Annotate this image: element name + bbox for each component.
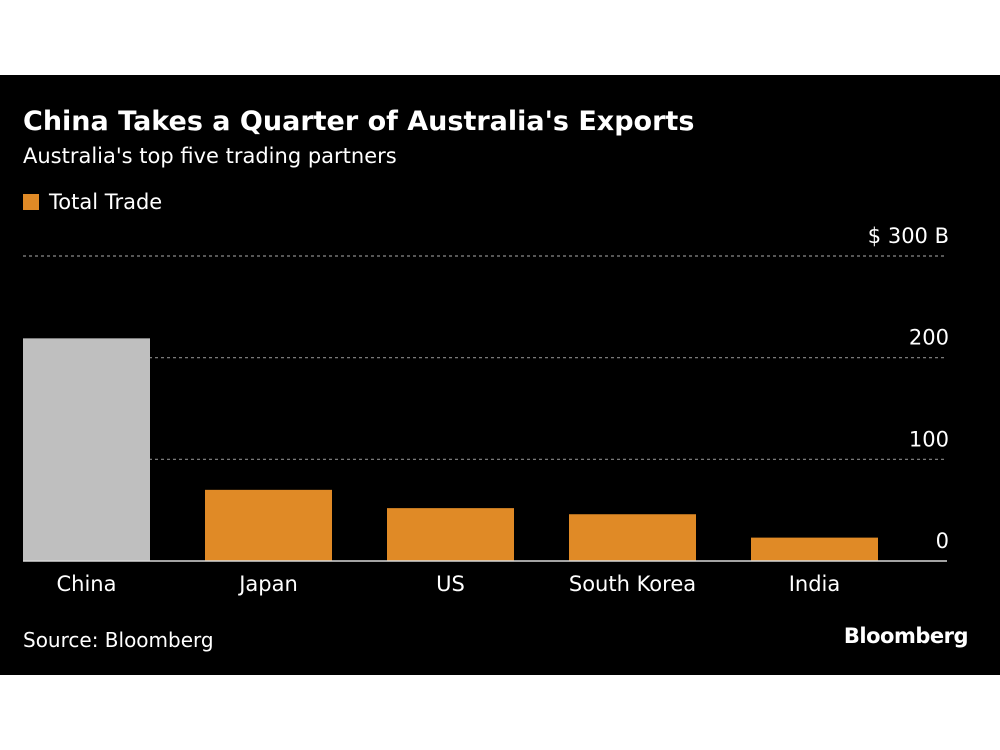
y-tick-label: 200 xyxy=(909,326,949,350)
chart-title: China Takes a Quarter of Australia's Exp… xyxy=(23,106,695,137)
bar-china xyxy=(23,338,150,561)
bar-south-korea xyxy=(569,514,696,561)
bar-us xyxy=(387,508,514,561)
y-tick-label: 0 xyxy=(936,529,949,553)
bar-japan xyxy=(205,489,332,561)
chart-panel xyxy=(0,75,1000,675)
bar-india xyxy=(751,537,878,561)
chart-subtitle: Australia's top five trading partners xyxy=(23,144,397,168)
x-tick-label: South Korea xyxy=(569,572,696,596)
x-tick-label: US xyxy=(436,572,465,596)
bloomberg-logo: Bloomberg xyxy=(843,624,969,648)
legend-label: Total Trade xyxy=(49,190,163,214)
legend: Total Trade xyxy=(23,190,162,214)
legend-swatch xyxy=(23,194,39,210)
source-note: Source: Bloomberg xyxy=(23,628,214,652)
x-tick-label: Japan xyxy=(237,572,298,596)
y-tick-label: $ 300 B xyxy=(868,224,949,248)
x-tick-label: China xyxy=(57,572,117,596)
x-tick-label: India xyxy=(789,572,841,596)
y-tick-label: 100 xyxy=(909,427,949,451)
